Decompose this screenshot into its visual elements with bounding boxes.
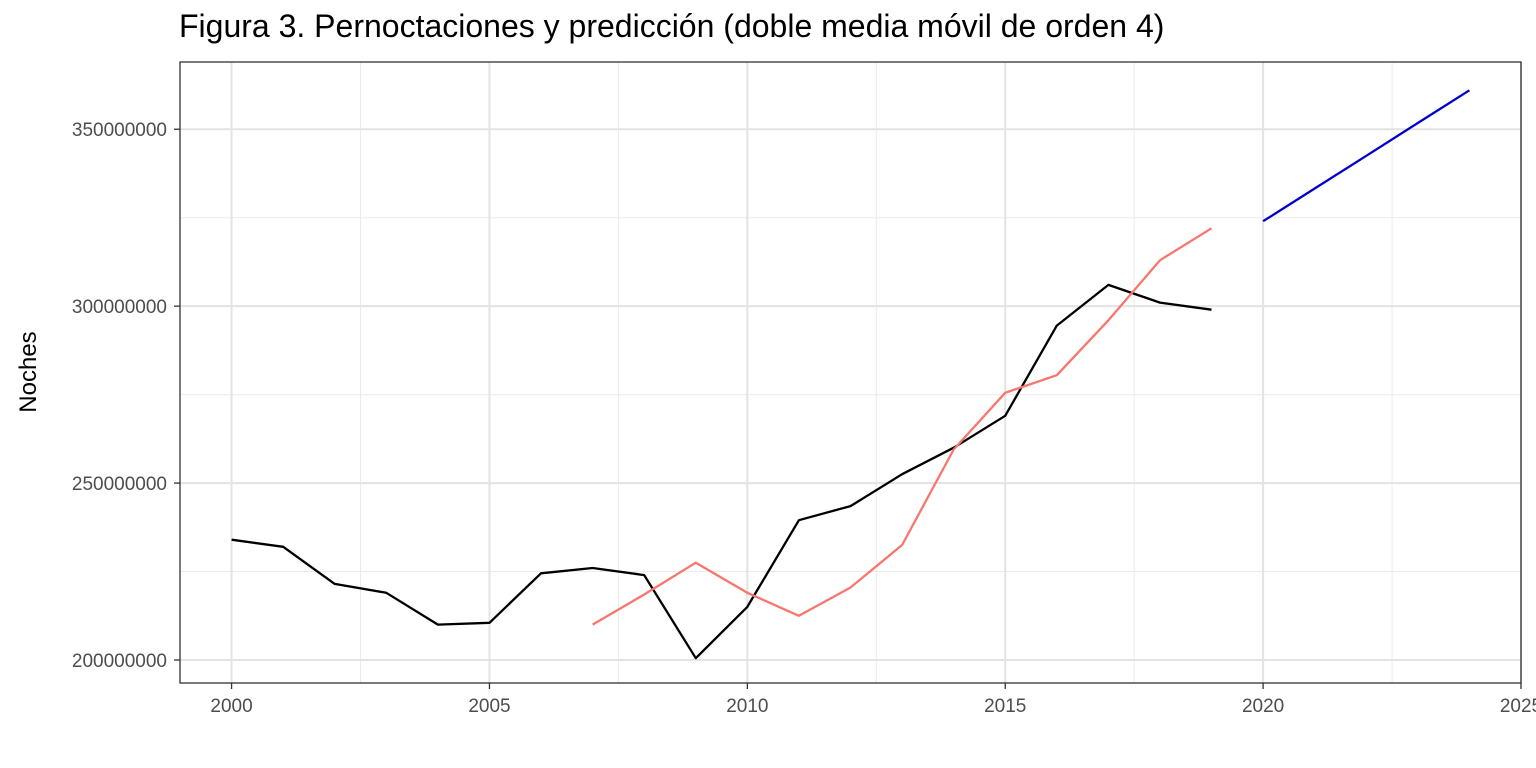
- y-axis-title: Noches: [15, 331, 42, 412]
- y-tick-label: 300000000: [72, 297, 167, 318]
- chart-title: Figura 3. Pernoctaciones y predicción (d…: [179, 8, 1165, 44]
- series-line-1: [231, 283, 1212, 660]
- x-axis: 2000 2005 2010 2015 2020 2025: [210, 683, 1536, 717]
- series-line-2: [592, 227, 1213, 626]
- x-tick-label: 2005: [468, 696, 510, 717]
- y-axis: 200000000 250000000 300000000 350000000: [72, 120, 180, 672]
- series-line-3: [1262, 89, 1471, 223]
- x-tick-label: 2020: [1242, 696, 1284, 717]
- plot-panel: [180, 62, 1521, 683]
- x-tick-label: 2015: [984, 696, 1026, 717]
- series-layer: [231, 89, 1471, 660]
- plot-border: [179, 61, 1522, 684]
- x-tick-label: 2010: [726, 696, 768, 717]
- y-tick-label: 350000000: [72, 120, 167, 141]
- y-tick-label: 250000000: [72, 474, 167, 495]
- minor-gridlines: [180, 62, 1521, 683]
- y-tick-label: 200000000: [72, 651, 167, 672]
- x-tick-label: 2025: [1500, 696, 1536, 717]
- x-tick-label: 2000: [210, 696, 252, 717]
